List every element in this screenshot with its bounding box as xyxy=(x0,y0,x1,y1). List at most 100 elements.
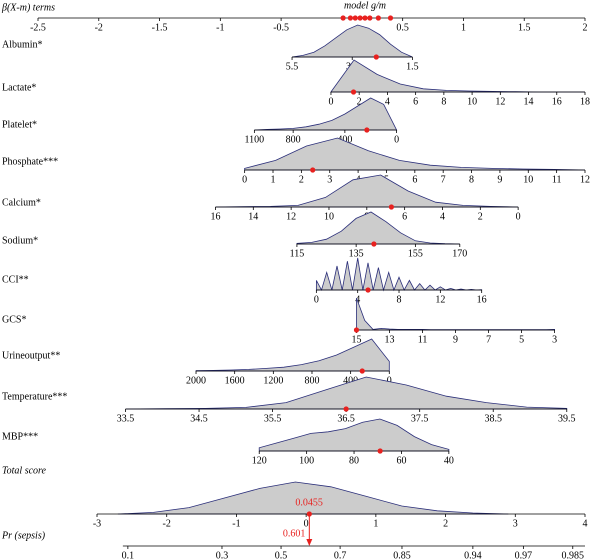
point xyxy=(352,15,358,21)
tick-label: 4 xyxy=(355,294,360,305)
tick-label: 34.5 xyxy=(190,413,208,424)
density xyxy=(292,24,413,58)
point xyxy=(357,15,363,21)
tick-label: 1 xyxy=(373,518,378,529)
tick-label: 8 xyxy=(397,294,402,305)
tick-label: 115 xyxy=(290,248,305,259)
tick-label: 0 xyxy=(304,518,309,529)
tick-label: 400 xyxy=(343,375,358,386)
density xyxy=(356,297,556,331)
tick-label: 2000 xyxy=(186,375,206,386)
row-label: Lactate* xyxy=(2,82,36,93)
tick-label: 12 xyxy=(580,174,590,185)
point xyxy=(365,287,371,293)
tick-label: 9 xyxy=(497,174,502,185)
tick-label: 0 xyxy=(394,134,399,145)
tick-label: 2 xyxy=(583,22,588,33)
tick-label: 1.5 xyxy=(518,22,531,33)
tick-label: 4 xyxy=(440,211,445,222)
tick-label: 16 xyxy=(552,96,562,107)
tick-label: 10 xyxy=(523,174,533,185)
point xyxy=(371,241,377,247)
row-label: Phosphate*** xyxy=(2,156,58,167)
row-label: Sodium* xyxy=(2,235,38,246)
row-label: Platelet* xyxy=(2,119,37,130)
point xyxy=(362,15,368,21)
tick-label: 16 xyxy=(210,211,220,222)
tick-label: 0.3 xyxy=(216,550,229,559)
tick-label: 60 xyxy=(396,455,406,466)
tick-label: 0.97 xyxy=(515,550,533,559)
tick-label: 0.1 xyxy=(122,550,135,559)
tick-label: -2 xyxy=(95,22,103,33)
row-label: CCI** xyxy=(2,274,29,285)
tick-label: -1 xyxy=(216,22,224,33)
tick-label: 36.5 xyxy=(337,413,355,424)
arrow-head xyxy=(306,539,313,546)
tick-label: 155 xyxy=(408,248,423,259)
row-label: Temperature*** xyxy=(2,391,67,402)
tick-label: -1.5 xyxy=(152,22,168,33)
tick-label: 1600 xyxy=(225,375,245,386)
tick-label: 5.5 xyxy=(286,61,299,72)
tick-label: 100 xyxy=(299,455,314,466)
point xyxy=(343,406,349,412)
tick-label: 8 xyxy=(469,174,474,185)
tick-label: 800 xyxy=(304,375,319,386)
tick-label: 0.85 xyxy=(393,550,411,559)
tick-label: -1 xyxy=(232,518,240,529)
tick-label: 2 xyxy=(478,211,483,222)
tick-label: 1.5 xyxy=(406,61,419,72)
tick-label: 0.94 xyxy=(464,550,482,559)
tick-label: 0 xyxy=(516,211,521,222)
row-label: Urineoutput** xyxy=(2,350,60,361)
tick-label: 120 xyxy=(252,455,267,466)
tick-label: 4 xyxy=(385,96,390,107)
tick-label: 2 xyxy=(357,96,362,107)
tick-label: 15 xyxy=(351,334,361,345)
point xyxy=(367,15,373,21)
tick-label: 1200 xyxy=(263,375,283,386)
tick-label: 38.5 xyxy=(484,413,502,424)
tick-label: -0.5 xyxy=(273,22,289,33)
point xyxy=(388,204,394,210)
tick-label: 4 xyxy=(583,518,588,529)
tick-label: 0 xyxy=(314,294,319,305)
tick-label: 0.7 xyxy=(334,550,347,559)
point xyxy=(375,15,381,21)
point xyxy=(347,15,353,21)
probability-label: 0.601 xyxy=(283,528,306,539)
tick-label: 800 xyxy=(286,134,301,145)
tick-label: 39.5 xyxy=(558,413,576,424)
tick-label: 12 xyxy=(435,294,445,305)
tick-label: 10 xyxy=(324,211,334,222)
tick-label: 40 xyxy=(444,455,454,466)
tick-label: 11 xyxy=(418,334,428,345)
tick-label: 1 xyxy=(461,22,466,33)
density xyxy=(254,97,398,131)
tick-label: 37.5 xyxy=(411,413,429,424)
density xyxy=(330,59,585,93)
total-score-label: 0.0455 xyxy=(295,497,323,508)
point xyxy=(377,448,383,454)
tick-label: 0.5 xyxy=(396,22,409,33)
tick-label: 0 xyxy=(328,96,333,107)
point xyxy=(364,127,370,133)
tick-label: 135 xyxy=(349,248,364,259)
tick-label: 0 xyxy=(242,174,247,185)
tick-label: -3 xyxy=(93,518,101,529)
point xyxy=(387,15,394,21)
tick-label: 11 xyxy=(552,174,562,185)
point xyxy=(340,15,346,21)
tick-label: 80 xyxy=(349,455,359,466)
density xyxy=(258,418,450,452)
tick-label: 10 xyxy=(467,96,477,107)
tick-label: 1 xyxy=(271,174,276,185)
tick-label: 400 xyxy=(337,134,352,145)
tick-label: 13 xyxy=(384,334,394,345)
point xyxy=(350,89,357,95)
density xyxy=(195,338,390,372)
tick-label: 0 xyxy=(387,375,392,386)
tick-label: 3 xyxy=(327,174,332,185)
